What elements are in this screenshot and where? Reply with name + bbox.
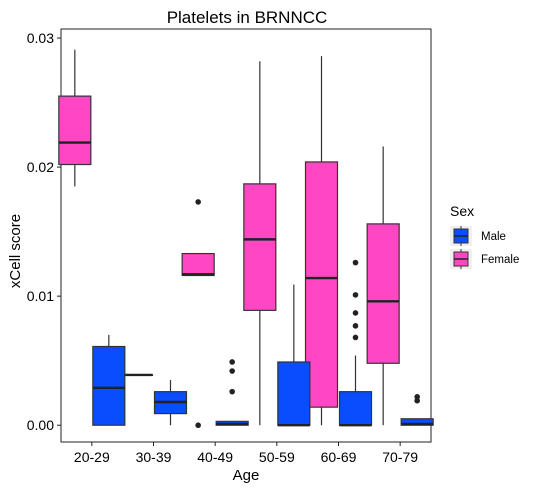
female-box-60-69	[304, 56, 339, 426]
x-tick-label: 30-39	[136, 449, 172, 465]
chart-title: Platelets in BRNNCC	[167, 8, 328, 27]
male-box-60-69	[338, 259, 373, 427]
female-outlier-point	[195, 422, 201, 429]
male-outlier-point	[229, 388, 235, 395]
x-axis-title: Age	[233, 467, 260, 484]
male-outlier-point	[414, 394, 420, 400]
male-box-40-49	[215, 359, 249, 426]
legend-label: Female	[481, 254, 519, 266]
female-box-body	[181, 252, 215, 277]
female-box-body	[304, 161, 339, 408]
female-box-40-49	[181, 199, 215, 429]
female-box-50-59	[243, 61, 277, 426]
x-axis: 20-29 30-39 40-49 50-59 60-69 70-79	[74, 442, 418, 465]
y-tick-label: 0.01	[27, 288, 54, 304]
legend-title: Sex	[450, 203, 474, 219]
legend-label: Male	[481, 231, 506, 243]
female-outlier-point	[195, 199, 201, 205]
male-outlier-point	[229, 368, 235, 374]
male-box-70-79	[400, 394, 434, 426]
x-tick-label: 20-29	[74, 449, 110, 465]
y-tick-label: 0.03	[27, 30, 54, 46]
y-axis-title: xCell score	[7, 214, 24, 288]
male-box-body	[92, 345, 126, 426]
male-outlier-point	[352, 334, 359, 341]
x-tick-label: 60-69	[321, 449, 357, 465]
male-box-50-59	[277, 284, 311, 427]
x-tick-label: 70-79	[382, 449, 418, 465]
male-box-20-29	[92, 334, 126, 426]
legend-item-female: Female	[450, 249, 519, 269]
male-outlier-point	[352, 292, 359, 298]
x-tick-label: 40-49	[197, 449, 233, 465]
legend-item-male: Male	[450, 226, 506, 246]
male-box-30-39	[153, 380, 188, 426]
male-outlier-point	[352, 310, 359, 316]
y-tick-label: 0.00	[27, 417, 54, 433]
y-tick-label: 0.02	[27, 159, 54, 175]
female-box-20-29	[58, 49, 92, 187]
female-box-body	[58, 95, 92, 166]
female-box-70-79	[366, 146, 400, 426]
male-outlier-point	[229, 359, 235, 365]
male-outlier-point	[352, 259, 359, 266]
y-axis: 0.00 0.01 0.02 0.03	[27, 30, 61, 433]
legend: Sex Male Female	[450, 203, 519, 269]
male-box-body	[338, 391, 373, 426]
female-box-body	[366, 223, 400, 364]
male-outlier-point	[414, 397, 420, 404]
male-outlier-point	[352, 323, 359, 329]
boxes-layer	[58, 49, 434, 429]
male-box-body	[400, 418, 434, 426]
male-box-body	[277, 361, 311, 426]
female-box-body	[243, 183, 277, 311]
x-tick-label: 50-59	[259, 449, 295, 465]
